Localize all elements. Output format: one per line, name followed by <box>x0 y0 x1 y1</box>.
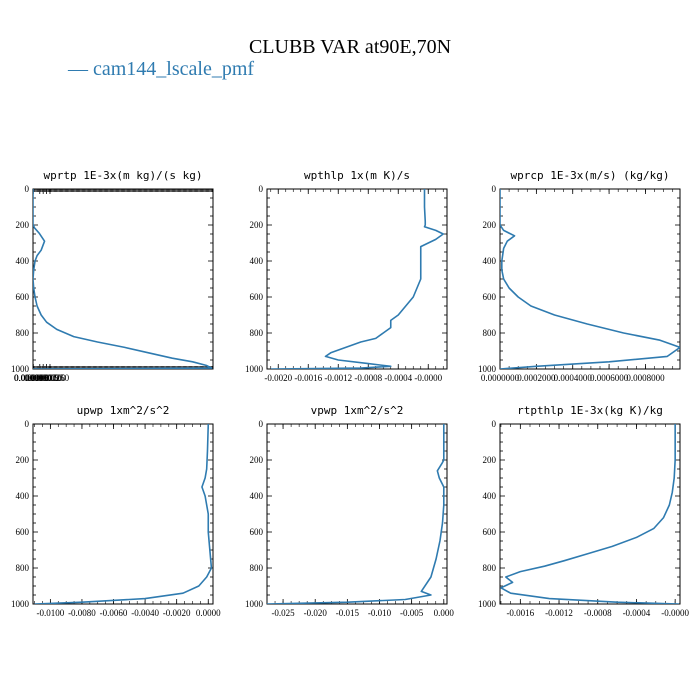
y-tick-label: 800 <box>483 563 497 573</box>
x-tick-label: 0.0000 <box>196 608 221 618</box>
x-tick-label: -0.0040 <box>131 608 159 618</box>
x-tick-label: 0.0000250 <box>31 373 70 383</box>
x-tick-label: -0.0016 <box>294 373 322 383</box>
x-tick-label: -0.020 <box>304 608 328 618</box>
x-tick-label: -0.0000 <box>414 373 442 383</box>
y-tick-label: 0 <box>492 419 497 429</box>
panel-title: wpthlp 1x(m K)/s <box>304 169 410 182</box>
x-tick-label: -0.005 <box>400 608 424 618</box>
panel-title: wprcp 1E-3x(m/s) (kg/kg) <box>511 169 670 182</box>
x-tick-label: -0.0060 <box>100 608 128 618</box>
x-tick-label: -0.0080 <box>68 608 96 618</box>
x-tick-label: -0.0008 <box>584 608 612 618</box>
x-tick-label: -0.025 <box>271 608 295 618</box>
chart-panel-2: wpthlp 1x(m K)/s 0 200 400 600 800 1000-0.0020… <box>245 169 448 383</box>
plot-frame <box>32 188 214 370</box>
y-tick-label: 1000 <box>11 364 30 374</box>
series-line-cam144_lscale_pmf <box>267 424 445 604</box>
y-tick-label: 800 <box>16 328 30 338</box>
chart-panel-1: wprtp 1E-3x(m kg)/(s kg) 0 200 400 600 800 100… <box>11 169 214 383</box>
x-tick-label: 0.0004000 <box>554 373 593 383</box>
y-tick-label: 1000 <box>478 599 497 609</box>
series-line-cam144_lscale_pmf <box>33 189 213 369</box>
x-tick-label: 0.0006000 <box>590 373 629 383</box>
y-tick-label: 400 <box>16 256 30 266</box>
plot-frame <box>266 423 448 605</box>
x-tick-label: -0.0012 <box>324 373 352 383</box>
chart-panel-4: upwp 1xm^2/s^2 0 200 400 600 800 1000 -0.0100 -0… <box>11 404 221 618</box>
y-tick-label: 800 <box>16 563 30 573</box>
x-tick-label: 0.0002000 <box>517 373 556 383</box>
plot-frame <box>499 188 681 370</box>
panel-title: rtpthlp 1E-3x(kg K)/kg <box>517 404 663 417</box>
x-tick-label: -0.0020 <box>264 373 292 383</box>
y-tick-label: 600 <box>16 527 30 537</box>
y-tick-label: 200 <box>250 455 264 465</box>
y-tick-label: 600 <box>483 527 497 537</box>
x-tick-label: -0.0004 <box>623 608 651 618</box>
chart-panel-6: rtpthlp 1E-3x(kg K)/kg02004006008001000-… <box>478 404 690 618</box>
x-tick-label: 0.0000000 <box>14 373 53 383</box>
x-tick-label: 0.0000150 <box>24 373 63 383</box>
y-tick-label: 200 <box>16 220 30 230</box>
plot-frame <box>32 423 214 605</box>
figure-title: CLUBB VAR at90E,70N <box>248 36 452 58</box>
x-tick-label: 0.0000100 <box>21 373 60 383</box>
series-line-cam144_lscale_pmf <box>500 189 680 369</box>
y-tick-label: 400 <box>250 256 264 266</box>
y-tick-label: 800 <box>483 328 497 338</box>
y-tick-label: 600 <box>16 292 30 302</box>
x-tick-label: -0.015 <box>336 608 360 618</box>
y-tick-label: 800 <box>250 563 264 573</box>
y-tick-label: 800 <box>250 328 264 338</box>
plot-frame <box>499 423 681 605</box>
y-tick-label: 400 <box>483 491 497 501</box>
y-tick-label: 0 <box>259 419 264 429</box>
x-tick-label: -0.0012 <box>545 608 573 618</box>
y-tick-label: 200 <box>16 455 30 465</box>
x-tick-label: -0.0004 <box>384 373 412 383</box>
chart-panel-3: wprcp 1E-3x(m/s) (kg/kg) 0 200 400 600 800 100… <box>478 169 681 383</box>
x-tick-label: -0.0020 <box>163 608 191 618</box>
x-tick-label: 0.0000200 <box>27 373 66 383</box>
y-tick-label: 0 <box>25 184 30 194</box>
x-tick-label: 0.0008000 <box>626 373 665 383</box>
series-line-cam144_lscale_pmf <box>500 424 680 604</box>
legend-label: cam144_lscale_pmf <box>93 58 255 80</box>
x-tick-label: 0.000 <box>434 608 455 618</box>
y-tick-label: 400 <box>483 256 497 266</box>
panel-title: wprtp 1E-3x(m kg)/(s kg) <box>44 169 203 182</box>
panel-title: vpwp 1xm^2/s^2 <box>311 404 404 417</box>
x-tick-label: -0.0000 <box>661 608 689 618</box>
y-tick-label: 200 <box>250 220 264 230</box>
y-tick-label: 400 <box>250 491 264 501</box>
panel-title: upwp 1xm^2/s^2 <box>77 404 170 417</box>
y-tick-label: 400 <box>16 491 30 501</box>
x-tick-label: -0.0016 <box>506 608 534 618</box>
x-tick-label: -0.010 <box>368 608 392 618</box>
legend-entry: — cam144_lscale_pmf <box>68 58 254 81</box>
y-tick-label: 0 <box>492 184 497 194</box>
y-tick-label: 0 <box>25 419 30 429</box>
y-tick-label: 600 <box>250 292 264 302</box>
y-tick-label: 1000 <box>11 599 30 609</box>
y-tick-label: 200 <box>483 220 497 230</box>
y-tick-label: 200 <box>483 455 497 465</box>
series-line-cam144_lscale_pmf <box>34 424 213 604</box>
y-tick-label: 1000 <box>245 599 264 609</box>
chart-panel-5: vpwp 1xm^2/s^2 0 200 400 600 800 1000 -0.025 -0.… <box>245 404 454 618</box>
y-tick-label: 1000 <box>478 364 497 374</box>
y-tick-label: 600 <box>250 527 264 537</box>
x-tick-label: 0.0000000 <box>481 373 520 383</box>
y-tick-label: 600 <box>483 292 497 302</box>
y-tick-label: 1000 <box>245 364 264 374</box>
y-tick-label: 0 <box>259 184 264 194</box>
x-tick-label: -0.0100 <box>36 608 64 618</box>
x-tick-label: 0.0000050 <box>14 373 53 383</box>
legend-line-swatch: — <box>68 58 93 80</box>
x-tick-label: -0.0008 <box>354 373 382 383</box>
series-line-cam144_lscale_pmf <box>270 189 445 369</box>
